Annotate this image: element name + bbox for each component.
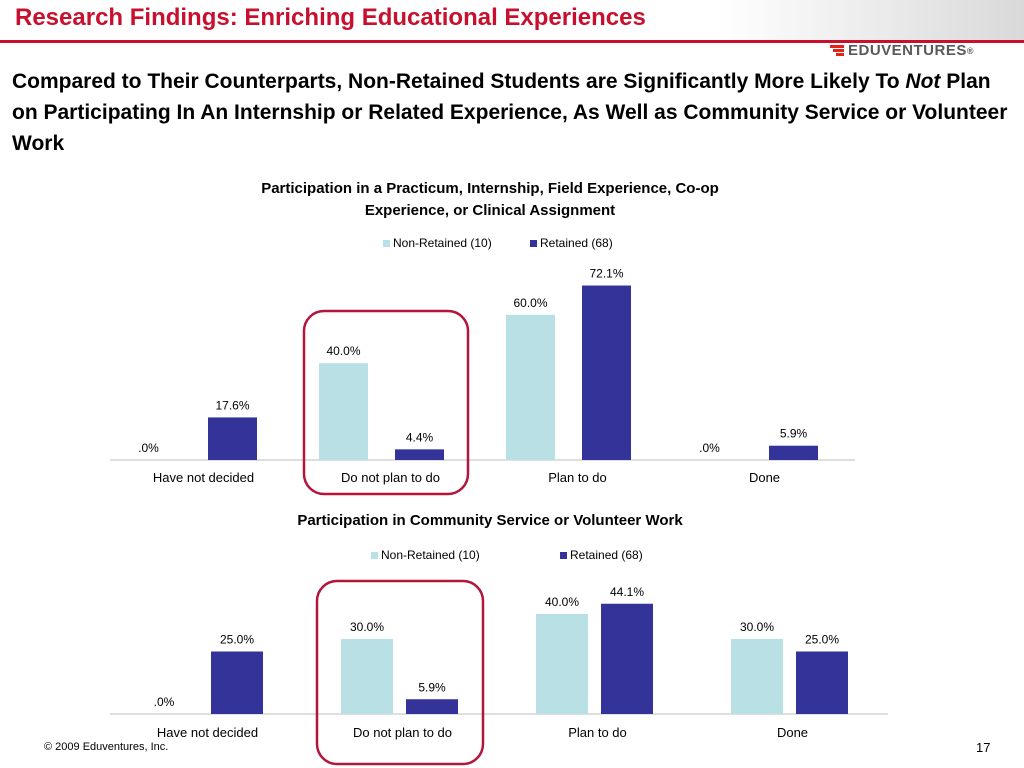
chart-1-category-label: Have not decided: [153, 470, 254, 485]
chart-2-category-label: Plan to do: [568, 725, 627, 740]
chart-2-bar: [211, 651, 263, 714]
chart-1-legend-label: Non-Retained (10): [393, 236, 492, 250]
chart-1-legend-swatch: [383, 240, 390, 247]
chart-2-bar: [601, 603, 653, 714]
chart-1-bar: [395, 449, 444, 460]
subtitle-part-2: Plan on Participating In An Internship o…: [12, 70, 1008, 155]
copyright: © 2009 Eduventures, Inc.: [44, 741, 169, 753]
chart-2-highlight-box: [315, 579, 485, 766]
subtitle-part-1: Compared to Their Counterparts, Non-Reta…: [12, 70, 906, 93]
title-divider: [0, 40, 1024, 43]
chart-2-category-label: Do not plan to do: [353, 725, 452, 740]
chart-1-bar: [319, 363, 368, 460]
chart-2-data-label: 25.0%: [220, 633, 254, 647]
chart-1-highlight-box: [302, 309, 470, 496]
chart-2-data-label: 40.0%: [545, 595, 579, 609]
chart-1-data-label: 60.0%: [513, 296, 547, 310]
chart-2-bar: [796, 651, 848, 714]
chart-2-data-label: 44.1%: [610, 585, 644, 599]
chart-1-bar: [208, 417, 257, 460]
chart-1-data-label: 72.1%: [589, 267, 623, 281]
chart-1-category-label: Plan to do: [548, 470, 607, 485]
chart-1-data-label: .0%: [699, 441, 720, 455]
chart-2-legend-swatch: [371, 552, 378, 559]
chart-1-data-label: 17.6%: [215, 398, 249, 412]
logo-text: EDUVENTURES: [848, 42, 967, 59]
chart-2-data-label: 25.0%: [805, 633, 839, 647]
eduventures-logo: EDUVENTURES ®: [830, 42, 974, 59]
chart-1-title-line: Participation in a Practicum, Internship…: [261, 180, 719, 197]
chart-1-bar: [582, 285, 631, 460]
chart-1-data-label: 4.4%: [406, 430, 434, 444]
chart-1-category-label: Do not plan to do: [341, 470, 440, 485]
chart-1-data-label: 40.0%: [326, 344, 360, 358]
chart-2-title-line: Participation in Community Service or Vo…: [297, 512, 683, 529]
chart-1-bar: [506, 314, 555, 460]
logo-stripes-icon: [830, 44, 844, 57]
chart-2-data-label: 30.0%: [350, 620, 384, 634]
chart-1-data-label: 5.9%: [780, 427, 808, 441]
chart-1-title-line: Experience, or Clinical Assignment: [365, 202, 615, 219]
chart-2-legend-label: Retained (68): [570, 548, 643, 562]
chart-1-legend-label: Retained (68): [540, 236, 613, 250]
chart-2-category-label: Done: [777, 725, 808, 740]
chart-1-category-label: Done: [749, 470, 780, 485]
subtitle-emphasis: Not: [905, 70, 941, 93]
chart-2-legend-swatch: [560, 552, 567, 559]
chart-2-data-label: 30.0%: [740, 620, 774, 634]
chart-2-bar: [406, 699, 458, 714]
chart-2-bar: [536, 614, 588, 714]
chart-2-data-label: .0%: [154, 695, 175, 709]
chart-2-bar: [731, 639, 783, 714]
header-bar: [0, 0, 1024, 40]
chart-1-bar: [769, 445, 818, 460]
chart-2-data-label: 5.9%: [418, 680, 446, 694]
chart-1-data-label: .0%: [138, 441, 159, 455]
page-number: 17: [976, 740, 991, 755]
slide-subtitle: Compared to Their Counterparts, Non-Reta…: [12, 66, 1012, 159]
chart-1-legend-swatch: [530, 240, 537, 247]
chart-2-legend-label: Non-Retained (10): [381, 548, 480, 562]
slide-title: Research Findings: Enriching Educational…: [15, 4, 646, 31]
chart-2-bar: [341, 639, 393, 714]
chart-2-category-label: Have not decided: [157, 725, 258, 740]
